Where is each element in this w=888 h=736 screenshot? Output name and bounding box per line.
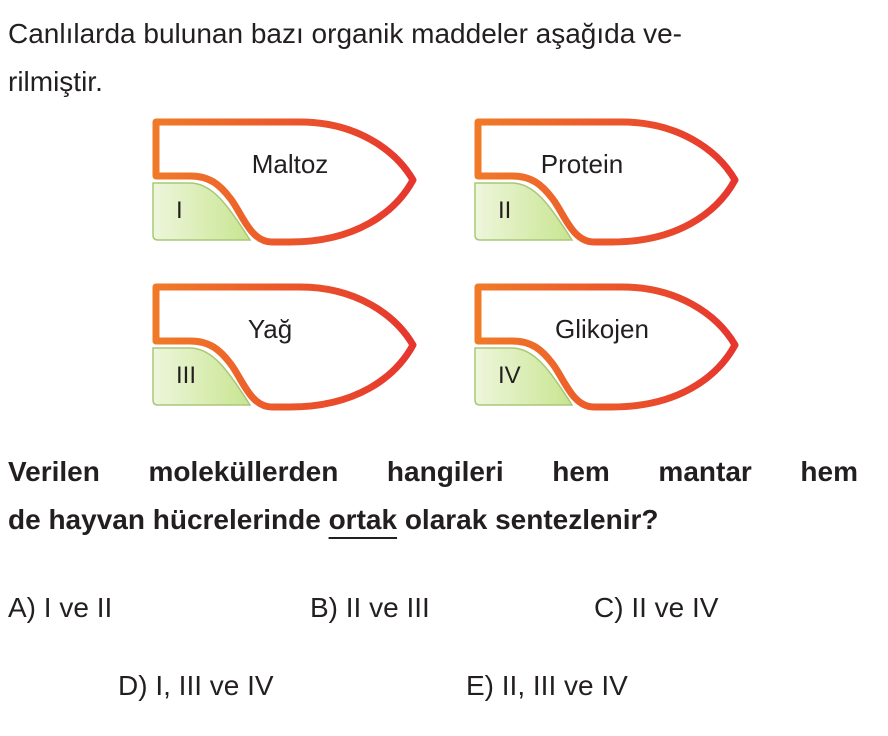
molecule-card: Maltoz I (150, 113, 430, 253)
question-line-2: de hayvan hücrelerinde ortak olarak sent… (8, 504, 659, 535)
molecule-name: Maltoz (251, 149, 329, 179)
intro-text: Canlılarda bulunan bazı organik maddeler… (8, 18, 682, 97)
option-a[interactable]: A) I ve II (8, 592, 113, 623)
molecule-name: Yağ (247, 314, 293, 344)
option-d[interactable]: D) I, III ve IV (118, 670, 274, 701)
molecule-numeral: IV (498, 362, 521, 389)
option-e[interactable]: E) II, III ve IV (466, 670, 628, 701)
underlined-word: ortak (328, 504, 398, 535)
molecule-shape (152, 283, 417, 411)
molecule-numeral: III (176, 362, 197, 389)
molecule-card: Glikojen IV (472, 278, 752, 418)
molecule-shape (474, 118, 739, 246)
question-line-1: Verilen moleküllerden hangileri hem mant… (8, 456, 858, 487)
molecule-name: Protein (540, 149, 624, 179)
option-c[interactable]: C) II ve IV (594, 592, 719, 623)
molecule-name: Glikojen (555, 314, 649, 344)
molecule-shape (474, 283, 739, 411)
option-b[interactable]: B) II ve III (310, 592, 430, 623)
molecule-shape (152, 118, 417, 246)
molecule-numeral: I (176, 197, 183, 224)
molecule-card: Yağ III (150, 278, 430, 418)
molecule-numeral: II (498, 197, 512, 224)
molecule-card: Protein II (472, 113, 752, 253)
